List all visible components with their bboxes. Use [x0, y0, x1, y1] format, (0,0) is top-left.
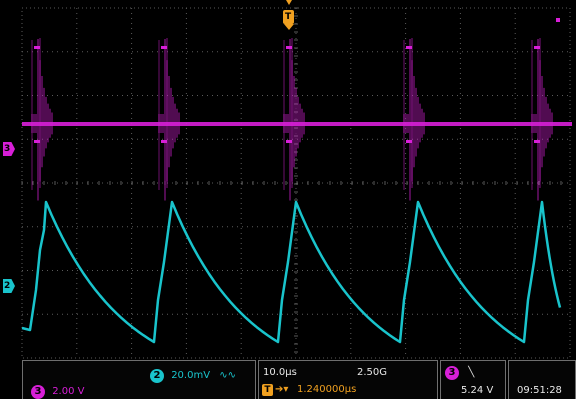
- trigger-arrow-icon: ➔▾: [275, 384, 289, 395]
- trigger-marker-label: T: [285, 12, 292, 22]
- sample-rate-value: 2.50G: [357, 367, 388, 378]
- ch3-marker-dot: [534, 140, 540, 143]
- trigger-position-marker[interactable]: [284, 0, 560, 30]
- clock-panel: 09:51:28: [508, 360, 576, 399]
- vertical-settings-panel[interactable]: 2 20.0mV ∿∿ 3 2.00 V: [22, 360, 256, 399]
- horizontal-settings-panel[interactable]: 10.0µs 2.50G T ➔▾ 1.240000µs: [258, 360, 438, 399]
- clock-time: 09:51:28: [517, 385, 562, 396]
- trigger-pointer: [284, 24, 294, 30]
- trigger-source: 3 ╲: [445, 366, 474, 380]
- trigger-delay-badge: T: [262, 384, 273, 396]
- ch3-marker-dot: [286, 140, 292, 143]
- trigger-top-pointer: [286, 0, 292, 5]
- waveform-icon: ∿∿: [219, 370, 236, 381]
- trigger-time-marker[interactable]: T: [283, 10, 294, 24]
- trigger-level-tick: [556, 18, 560, 22]
- trigger-source-badge: 3: [445, 366, 459, 380]
- ch2-marker-label: 2: [4, 281, 11, 291]
- ch3-marker-dot: [286, 46, 292, 49]
- ch3-marker-dot: [34, 46, 40, 49]
- ch3-badge: 3: [31, 385, 45, 399]
- ch2-waveform: [21, 200, 562, 344]
- ch2-badge: 2: [150, 369, 164, 383]
- falling-edge-icon: ╲: [468, 367, 475, 378]
- ch3-marker-dot: [161, 46, 167, 49]
- ch3-marker-dot: [406, 46, 412, 49]
- ch3-marker-dot: [34, 140, 40, 143]
- ch3-waveform: [22, 38, 572, 201]
- ch3-scale: 2.00 V: [52, 386, 85, 397]
- ch3-marker-label: 3: [4, 144, 11, 154]
- ch3-settings[interactable]: 3 2.00 V: [31, 385, 84, 399]
- trigger-level-value: 5.24 V: [461, 385, 494, 396]
- ch3-marker-dot: [161, 140, 167, 143]
- graticule: [21, 7, 571, 359]
- ch3-marker-dot: [534, 46, 540, 49]
- status-bar: 2 20.0mV ∿∿ 3 2.00 V 10.0µs 2.50G T ➔▾ 1…: [22, 360, 576, 399]
- ch2-settings[interactable]: 2 20.0mV ∿∿: [150, 369, 236, 383]
- trigger-delay-value: 1.240000µs: [297, 384, 357, 395]
- ch2-scale: 20.0mV: [171, 370, 211, 381]
- ch3-marker-dot: [406, 140, 412, 143]
- trigger-settings-panel[interactable]: 3 ╲ 5.24 V: [440, 360, 506, 399]
- timebase-value: 10.0µs: [263, 367, 297, 378]
- ch2-sawtooth: [21, 200, 562, 344]
